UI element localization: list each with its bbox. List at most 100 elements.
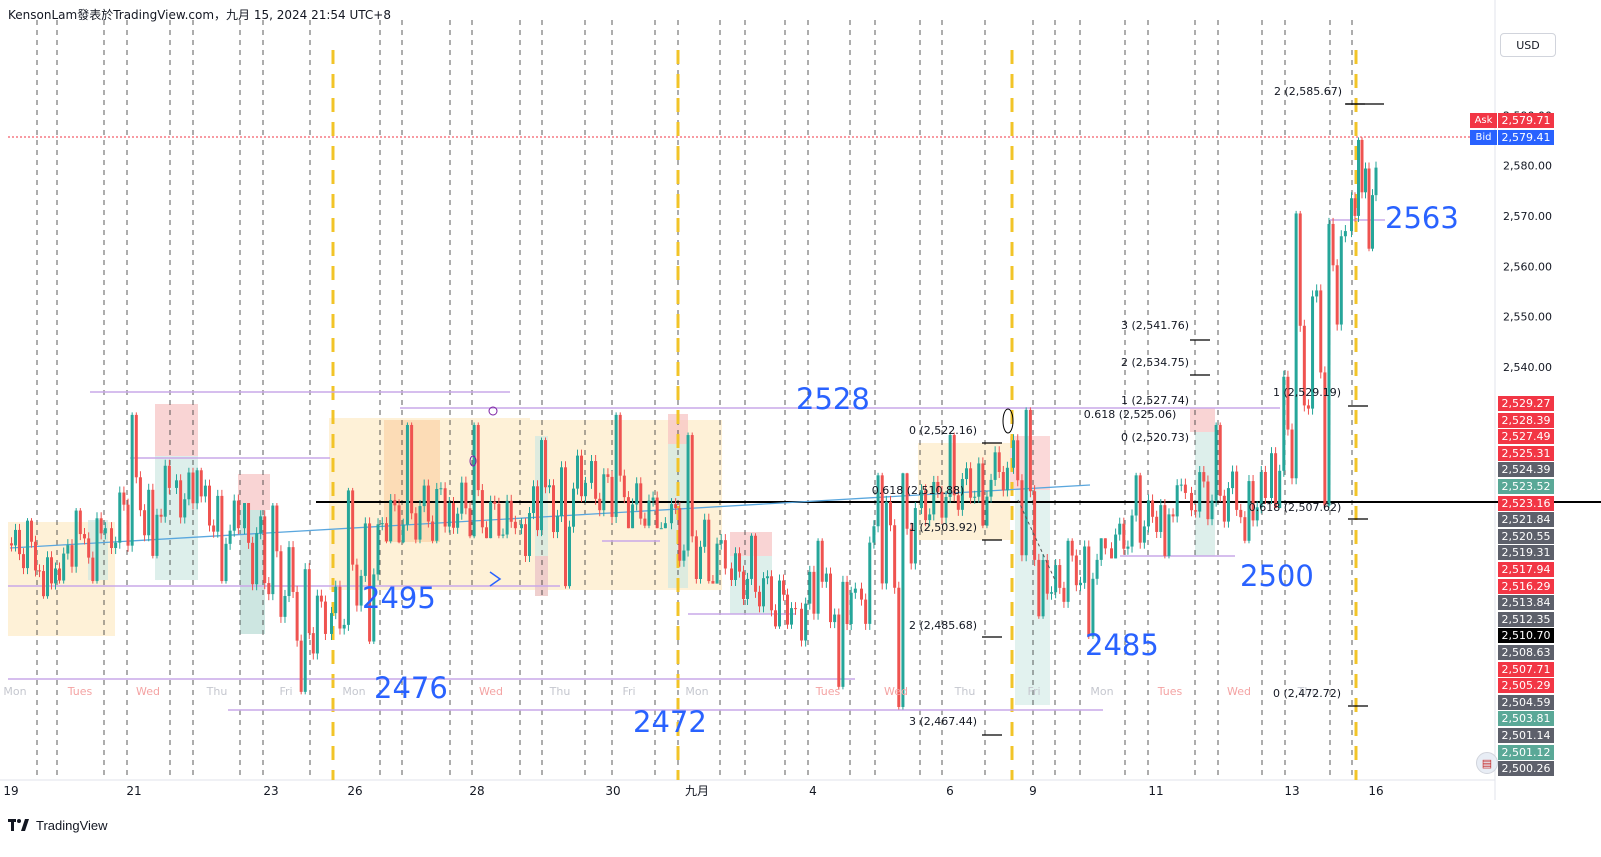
candle-body-11-17 [1179,484,1183,486]
candle-body-11-6 [1134,475,1138,516]
candle-body-30-18 [663,523,667,529]
candle-body-20-4 [74,510,78,567]
candle-body-12-13 [1243,517,1247,541]
candle-body-23-9 [279,551,283,617]
candle-body-23-16 [307,569,311,634]
candle-body-20-10 [99,518,103,534]
candle-body-30-6 [614,414,618,517]
candle-body-23-5 [263,516,267,584]
candle-body-9-7 [1041,560,1045,617]
fib-label-10: 0.618 (2,507.62) [1249,501,1342,514]
candle-body-11-14 [1167,514,1171,556]
candle-body-29-7 [548,485,551,488]
x-tick-label-5: 30 [605,784,620,798]
candle-body-23-13 [295,591,299,641]
candle-body-30-12 [639,483,643,519]
candle-body-6-7 [948,435,952,497]
candle-body-9-1 [1016,440,1020,481]
candle-body-30-4 [606,474,610,477]
candle-body-9-2 [1020,480,1024,556]
candle-body-4-8 [833,614,837,623]
candle-body-29-14 [576,455,579,489]
candle-body-29-1 [524,524,527,556]
candles-group [10,137,1378,710]
candle-body-29-6 [544,440,547,488]
candle-body-19-2 [18,529,21,555]
candle-body-16-7 [1374,167,1378,196]
candle-body-13-6 [1294,213,1298,479]
candle-body-20-1 [62,553,66,581]
candle-body-27-3 [397,505,401,543]
price-scale-tag: 2,519.31 [1498,545,1554,561]
candle-body-11-9 [1146,500,1150,527]
candle-body-5-12 [909,528,913,564]
candle-body-30-5 [610,476,614,517]
candle-body-13-16 [1335,265,1339,325]
candle-body-28-9 [489,501,493,539]
candle-body-11-13 [1163,505,1167,556]
candle-body-20-9 [95,518,99,582]
candle-body-10-5 [1070,540,1074,556]
candle-body-22-10 [216,495,220,532]
candle-body-22-6 [199,470,203,497]
candle-body-22-15 [236,500,240,529]
candle-body-12-15 [1251,481,1255,521]
candle-body-10-11 [1095,559,1099,579]
candle-body-26-6 [355,564,359,606]
candle-body-13-18 [1343,231,1347,237]
candle-body-4-12 [849,592,853,625]
weekday-label-12: Thu [954,685,976,698]
candle-body-4-4 [816,540,820,614]
candle-body-4-11 [845,581,849,625]
fib-label-4: 0.618 (2,525.06) [1084,408,1177,421]
x-tick-label-12: 16 [1368,784,1383,798]
candle-body-23-11 [287,547,291,597]
candle-body-10-0 [1050,592,1053,594]
candle-body-13-12 [1319,290,1323,373]
candle-body-13-13 [1323,372,1327,506]
candle-body-20-5 [78,510,82,535]
price-scale-tag: 2,513.84 [1498,595,1554,611]
candle-body-28-7 [480,490,484,528]
brand-footer[interactable]: TradingView [8,815,108,835]
candle-body-23-1 [247,503,251,543]
weekday-label-15: Tues [1157,685,1183,698]
candle-body-6-18 [993,452,997,480]
fib-label-12: 0 (2,472.72) [1273,687,1341,700]
candle-body-23-20 [323,601,327,634]
candle-body-12-7 [1218,424,1222,496]
candle-body-5-8 [893,525,897,588]
us-flag-icon[interactable]: ▤ [1476,752,1498,774]
currency-button[interactable]: USD [1500,33,1556,57]
weekday-label-6: Wed [479,685,503,698]
candle-body-23-7 [271,505,275,595]
candle-body-6-0 [920,490,923,509]
candle-body-19-9 [46,557,49,597]
annotation-2472: 2472 [633,705,707,739]
candle-body-3-16 [794,608,797,610]
candle-body-29-11 [564,467,567,587]
candle-body-5-11 [905,473,909,529]
price-scale-tag: 2,520.55 [1498,528,1554,544]
weekday-label-14: Mon [1090,685,1113,698]
candle-body-13-11 [1315,290,1319,297]
candle-body-11-5 [1130,515,1134,547]
candle-body-21-5 [130,414,134,546]
candle-body-22-9 [212,525,216,532]
zone-box-16 [1195,432,1215,556]
candle-body-26-9 [368,523,372,642]
candle-body-30-9 [626,497,630,529]
candle-body-13-5 [1290,429,1294,479]
candle-body-11-3 [1122,523,1126,549]
candle-body-12-16 [1255,507,1259,521]
candle-body-12-4 [1206,481,1210,520]
candle-body-16-5 [1367,168,1371,249]
candle-body-26-10 [372,574,376,642]
candle-body-3-12 [778,580,781,627]
candle-body-11-0 [1110,548,1113,559]
candle-body-11-10 [1151,500,1155,517]
annotation-2495: 2495 [362,581,436,615]
candle-body-29-10 [560,467,563,516]
weekday-label-11: Wed [884,685,908,698]
